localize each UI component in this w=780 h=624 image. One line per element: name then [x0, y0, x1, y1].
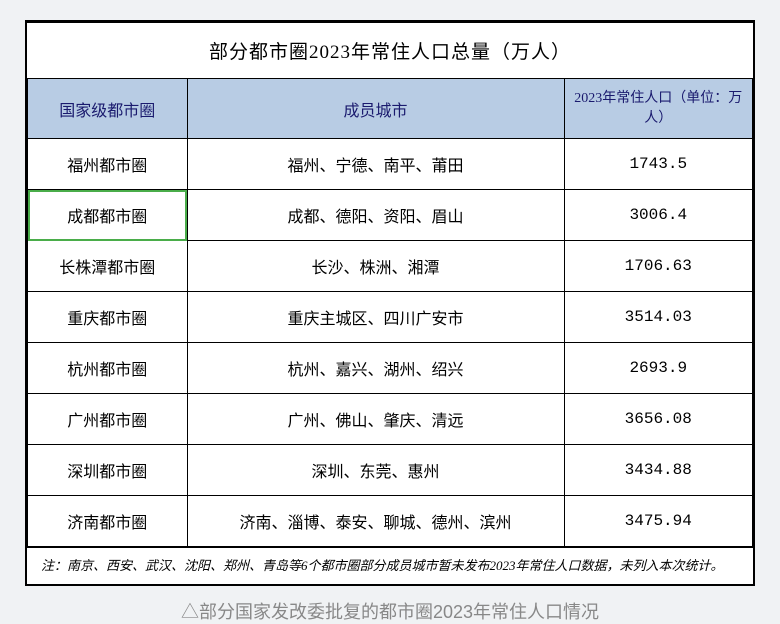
cell-population: 3006.4	[564, 190, 753, 241]
cell-cities: 广州、佛山、肇庆、清远	[187, 394, 564, 445]
cell-cities: 长沙、株洲、湘潭	[187, 241, 564, 292]
table-body: 福州都市圈福州、宁德、南平、莆田1743.5成都都市圈成都、德阳、资阳、眉山30…	[28, 139, 753, 547]
cell-region: 广州都市圈	[28, 394, 188, 445]
cell-region: 成都都市圈	[28, 190, 188, 241]
table-row: 长株潭都市圈长沙、株洲、湘潭1706.63	[28, 241, 753, 292]
column-header-cities: 成员城市	[187, 79, 564, 139]
cell-cities: 杭州、嘉兴、湖州、绍兴	[187, 343, 564, 394]
cell-population: 3656.08	[564, 394, 753, 445]
cell-cities: 深圳、东莞、惠州	[187, 445, 564, 496]
cell-population: 1743.5	[564, 139, 753, 190]
population-table: 国家级都市圈 成员城市 2023年常住人口（单位：万人） 福州都市圈福州、宁德、…	[27, 78, 753, 547]
table-title: 部分都市圈2023年常住人口总量（万人）	[27, 23, 753, 78]
table-row: 重庆都市圈重庆主城区、四川广安市3514.03	[28, 292, 753, 343]
cell-cities: 重庆主城区、四川广安市	[187, 292, 564, 343]
cell-region: 深圳都市圈	[28, 445, 188, 496]
column-header-population: 2023年常住人口（单位：万人）	[564, 79, 753, 139]
table-container: 部分都市圈2023年常住人口总量（万人） 国家级都市圈 成员城市 2023年常住…	[25, 20, 755, 586]
cell-population: 3434.88	[564, 445, 753, 496]
table-row: 成都都市圈成都、德阳、资阳、眉山3006.4	[28, 190, 753, 241]
cell-region: 福州都市圈	[28, 139, 188, 190]
table-row: 济南都市圈济南、淄博、泰安、聊城、德州、滨州3475.94	[28, 496, 753, 547]
cell-cities: 济南、淄博、泰安、聊城、德州、滨州	[187, 496, 564, 547]
cell-region: 长株潭都市圈	[28, 241, 188, 292]
cell-region: 杭州都市圈	[28, 343, 188, 394]
cell-population: 3475.94	[564, 496, 753, 547]
cell-population: 3514.03	[564, 292, 753, 343]
cell-cities: 成都、德阳、资阳、眉山	[187, 190, 564, 241]
table-footnote: 注：南京、西安、武汉、沈阳、郑州、青岛等6个都市圈部分成员城市暂未发布2023年…	[27, 547, 753, 584]
cell-population: 1706.63	[564, 241, 753, 292]
cell-population: 2693.9	[564, 343, 753, 394]
cell-cities: 福州、宁德、南平、莆田	[187, 139, 564, 190]
cell-region: 重庆都市圈	[28, 292, 188, 343]
table-header-row: 国家级都市圈 成员城市 2023年常住人口（单位：万人）	[28, 79, 753, 139]
column-header-region: 国家级都市圈	[28, 79, 188, 139]
table-row: 深圳都市圈深圳、东莞、惠州3434.88	[28, 445, 753, 496]
cell-region: 济南都市圈	[28, 496, 188, 547]
table-row: 福州都市圈福州、宁德、南平、莆田1743.5	[28, 139, 753, 190]
table-row: 广州都市圈广州、佛山、肇庆、清远3656.08	[28, 394, 753, 445]
table-row: 杭州都市圈杭州、嘉兴、湖州、绍兴2693.9	[28, 343, 753, 394]
